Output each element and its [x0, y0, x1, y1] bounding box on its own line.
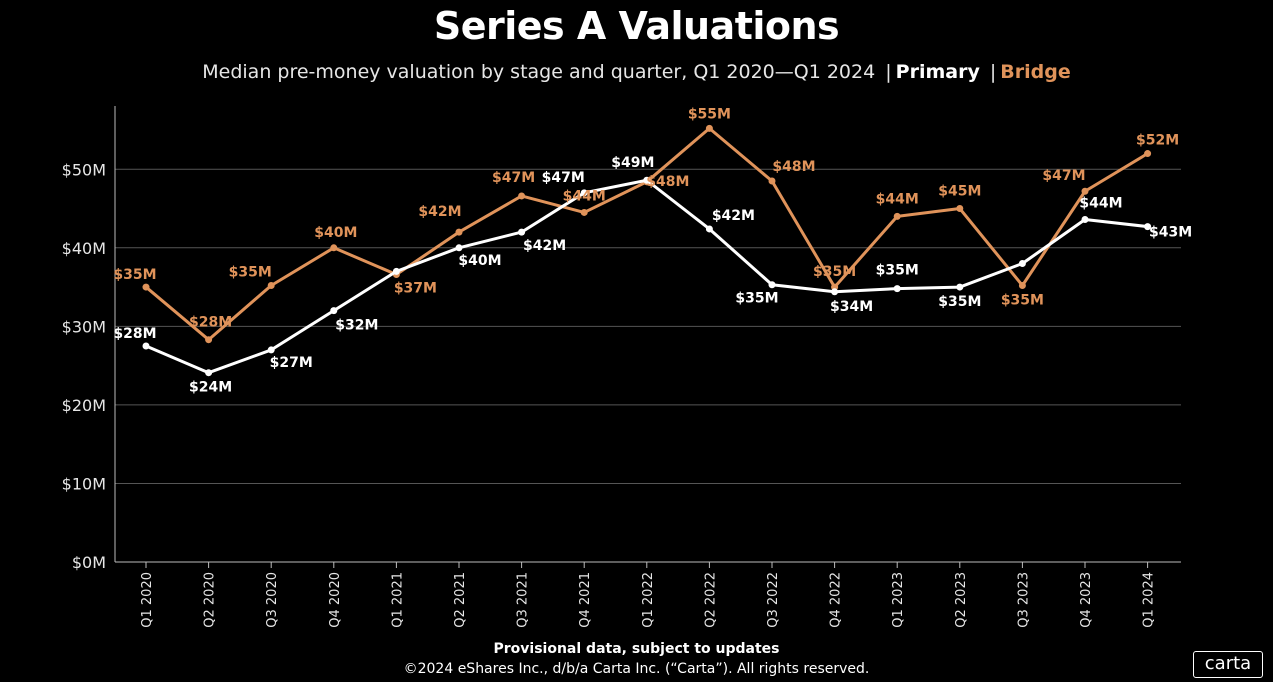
- primary-data-label: $32M: [335, 318, 378, 334]
- bridge-data-label: $37M: [394, 281, 437, 297]
- carta-logo: carta: [1193, 651, 1263, 678]
- x-tick-label: Q3 2022: [766, 572, 781, 628]
- bridge-data-label: $42M: [418, 204, 461, 220]
- primary-data-point: [392, 267, 400, 275]
- provisional-note: Provisional data, subject to updates: [493, 641, 780, 657]
- bridge-data-label: $35M: [1001, 293, 1044, 309]
- legend-primary: Primary: [895, 61, 980, 83]
- primary-data-point: [705, 225, 713, 233]
- primary-data-label: $35M: [876, 263, 919, 279]
- y-tick-label: $10M: [62, 474, 106, 493]
- y-tick-label: $40M: [62, 239, 106, 258]
- subtitle-separator: |: [885, 61, 892, 83]
- bridge-data-label: $35M: [113, 267, 156, 283]
- primary-data-label: $47M: [542, 170, 585, 186]
- subtitle-text: Median pre-money valuation by stage and …: [202, 61, 876, 83]
- primary-data-point: [142, 342, 150, 350]
- primary-data-label: $42M: [523, 238, 566, 254]
- bridge-data-point: [1144, 150, 1152, 158]
- x-tick-label: Q1 2020: [140, 572, 155, 628]
- primary-data-point: [580, 189, 588, 197]
- primary-data-point: [205, 369, 213, 377]
- primary-data-point: [1018, 260, 1026, 268]
- x-tick-label: Q2 2023: [954, 572, 969, 628]
- bridge-data-label: $45M: [938, 184, 981, 200]
- x-tick-label: Q1 2021: [390, 572, 405, 628]
- y-tick-label: $20M: [62, 396, 106, 415]
- subtitle-separator: |: [989, 61, 997, 83]
- x-tick-label: Q1 2023: [891, 572, 906, 628]
- bridge-data-point: [267, 282, 275, 290]
- primary-data-point: [768, 281, 776, 289]
- x-tick-label: Q1 2024: [1142, 572, 1157, 628]
- bridge-data-point: [518, 192, 526, 200]
- x-tick-label: Q4 2021: [578, 572, 593, 628]
- bridge-data-label: $48M: [646, 174, 689, 190]
- primary-data-label: $49M: [611, 155, 654, 171]
- bridge-data-label: $35M: [813, 264, 856, 280]
- x-tick-label: Q1 2022: [641, 572, 656, 628]
- bridge-data-point: [205, 336, 213, 344]
- primary-data-label: $44M: [1079, 196, 1122, 212]
- bridge-data-label: $44M: [563, 188, 606, 204]
- bridge-data-label: $28M: [189, 315, 232, 331]
- primary-data-point: [831, 288, 839, 296]
- x-tick-label: Q3 2021: [516, 572, 531, 628]
- primary-data-label: $35M: [938, 294, 981, 310]
- primary-data-point: [893, 285, 901, 293]
- bridge-data-label: $47M: [1042, 168, 1085, 184]
- bridge-data-point: [768, 177, 776, 185]
- chart-title: Series A Valuations: [433, 4, 840, 48]
- primary-data-point: [518, 228, 526, 236]
- bridge-data-label: $55M: [688, 106, 731, 122]
- primary-data-label: $40M: [458, 253, 501, 269]
- bridge-data-label: $40M: [314, 225, 357, 241]
- bridge-data-point: [330, 244, 338, 252]
- primary-data-label: $28M: [113, 326, 156, 342]
- x-tick-label: Q4 2022: [829, 572, 844, 628]
- bridge-data-point: [956, 205, 964, 213]
- y-tick-label: $0M: [72, 553, 106, 572]
- bridge-data-point: [705, 124, 713, 132]
- bridge-data-point: [1081, 187, 1089, 195]
- primary-data-label: $43M: [1149, 225, 1192, 241]
- primary-data-point: [956, 283, 964, 291]
- bridge-data-label: $52M: [1136, 133, 1179, 149]
- x-tick-label: Q2 2020: [203, 572, 218, 628]
- bridge-data-point: [580, 208, 588, 216]
- bridge-data-label: $44M: [876, 191, 919, 207]
- x-tick-label: Q3 2023: [1016, 572, 1031, 628]
- primary-data-label: $27M: [270, 355, 313, 371]
- y-tick-label: $30M: [62, 317, 106, 336]
- primary-data-label: $35M: [735, 291, 778, 307]
- bridge-data-point: [455, 228, 463, 236]
- x-tick-label: Q3 2020: [265, 572, 280, 628]
- primary-data-label: $42M: [712, 208, 755, 224]
- bridge-data-label: $35M: [229, 265, 272, 281]
- y-tick-label: $50M: [62, 160, 106, 179]
- x-tick-label: Q4 2020: [328, 572, 343, 628]
- legend-bridge: Bridge: [1000, 61, 1071, 83]
- chart-subtitle: Median pre-money valuation by stage and …: [0, 61, 1273, 83]
- x-tick-label: Q2 2021: [453, 572, 468, 628]
- bridge-data-point: [893, 212, 901, 220]
- bridge-data-label: $48M: [772, 159, 815, 175]
- primary-data-point: [643, 176, 651, 184]
- bridge-data-point: [142, 283, 150, 291]
- primary-data-point: [267, 346, 275, 354]
- bridge-data-point: [1018, 282, 1026, 290]
- x-tick-label: Q2 2022: [703, 572, 718, 628]
- bridge-data-label: $47M: [492, 170, 535, 186]
- primary-data-label: $24M: [189, 380, 232, 396]
- line-chart: $0M $10M $20M $30M $40M $50M Q1 2020 Q2 2020 Q3 …: [62, 106, 1192, 628]
- primary-data-point: [1144, 223, 1152, 231]
- primary-data-label: $34M: [830, 299, 873, 315]
- primary-data-point: [330, 307, 338, 315]
- x-tick-label: Q4 2023: [1079, 572, 1094, 628]
- copyright-text: ©2024 eShares Inc., d/b/a Carta Inc. (“C…: [403, 661, 870, 677]
- primary-data-point: [455, 244, 463, 252]
- primary-data-point: [1081, 216, 1089, 224]
- primary-series-line: [145, 178, 1148, 375]
